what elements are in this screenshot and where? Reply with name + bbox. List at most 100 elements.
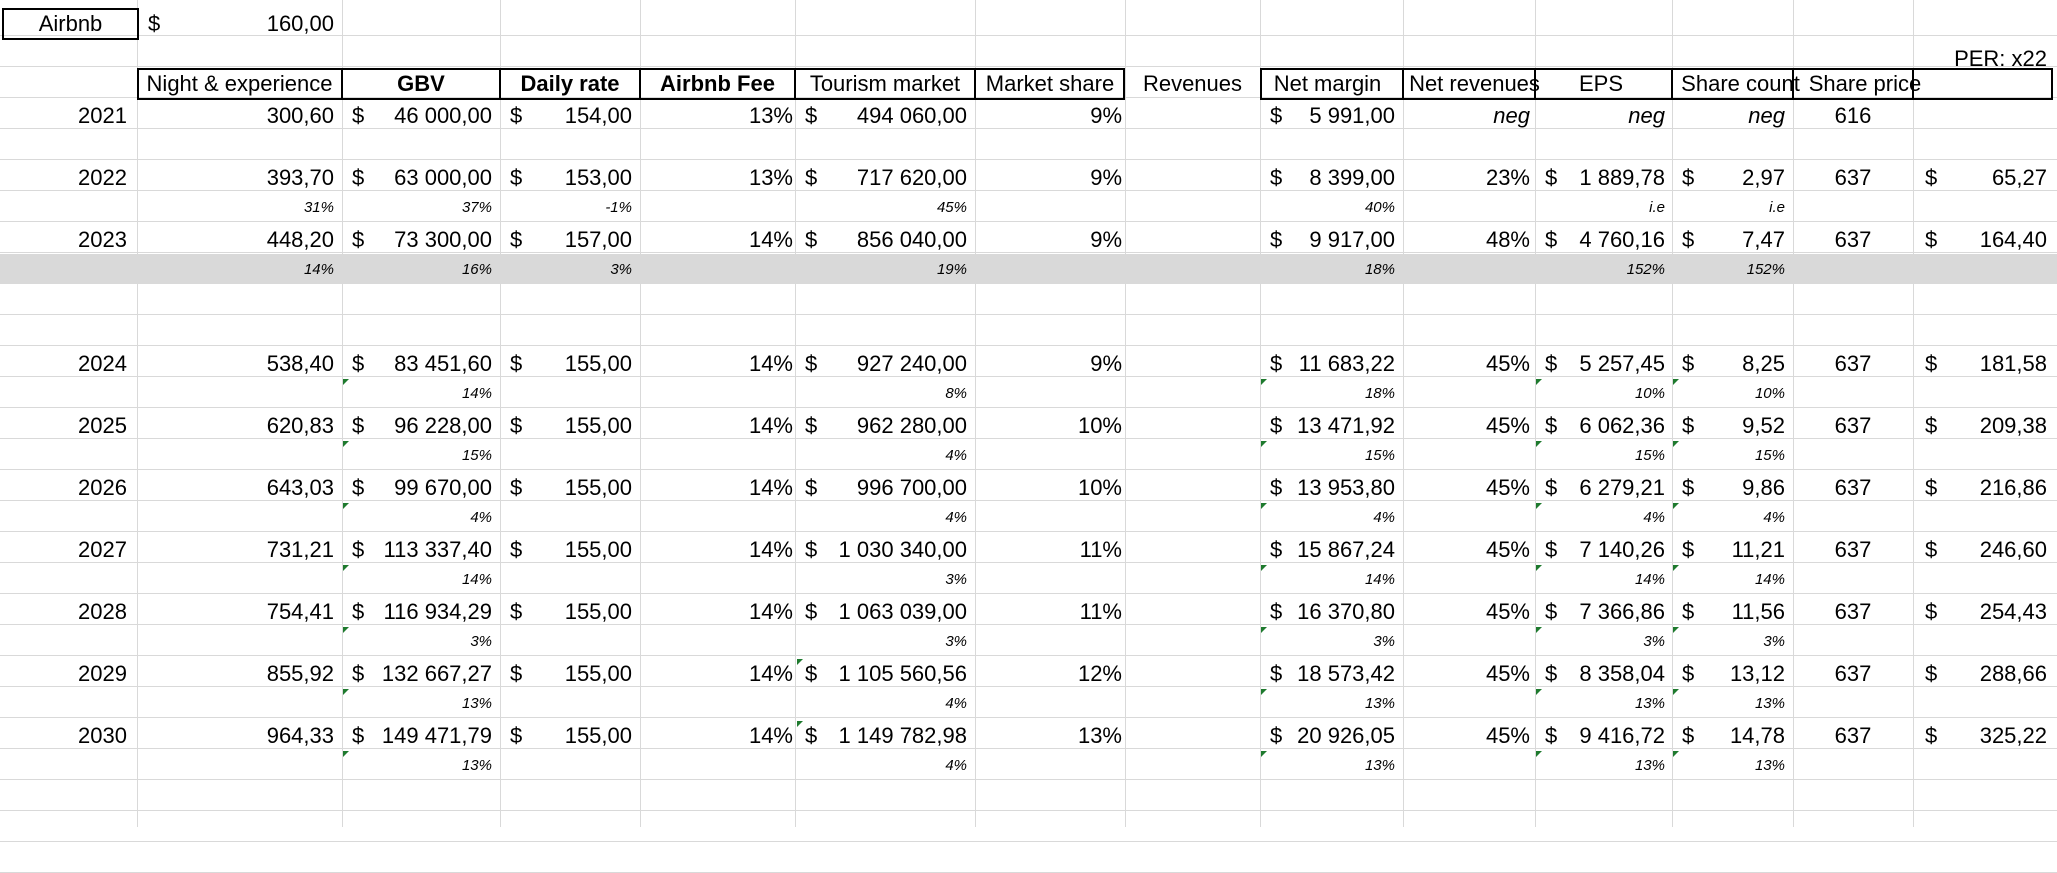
growth-tourism[interactable]: 45% bbox=[936, 199, 967, 216]
currency-symbol[interactable]: $ bbox=[510, 227, 523, 252]
currency-symbol[interactable]: $ bbox=[352, 227, 365, 252]
year-cell[interactable]: 2023 bbox=[78, 227, 127, 252]
share-count-cell[interactable]: 637 bbox=[1834, 475, 1872, 500]
growth-net-revenues[interactable]: 152% bbox=[1626, 261, 1665, 278]
growth-night[interactable]: 31% bbox=[303, 199, 334, 216]
header-share-count[interactable]: Share count bbox=[1681, 71, 1800, 96]
revenues-cell[interactable]: 8 399,00 bbox=[1309, 165, 1395, 190]
currency-symbol[interactable]: $ bbox=[510, 413, 523, 438]
currency-symbol[interactable]: $ bbox=[1925, 227, 1938, 252]
airbnb-fee-cell[interactable]: 13% bbox=[748, 103, 793, 128]
growth-daily-rate[interactable]: -1% bbox=[605, 199, 632, 216]
currency-symbol[interactable]: $ bbox=[805, 103, 818, 128]
currency-symbol[interactable]: $ bbox=[1545, 537, 1558, 562]
currency-symbol[interactable]: $ bbox=[805, 351, 818, 376]
share-count-cell[interactable]: 637 bbox=[1834, 537, 1872, 562]
share-count-cell[interactable]: 637 bbox=[1834, 165, 1872, 190]
net-revenues-cell[interactable]: 4 760,16 bbox=[1579, 227, 1665, 252]
gbv-cell[interactable]: 73 300,00 bbox=[394, 227, 492, 252]
growth-gbv[interactable]: 13% bbox=[461, 757, 492, 774]
growth-eps[interactable]: 13% bbox=[1754, 757, 1785, 774]
share-count-cell[interactable]: 637 bbox=[1834, 413, 1872, 438]
night-experience-cell[interactable]: 620,83 bbox=[266, 413, 334, 438]
gbv-cell[interactable]: 83 451,60 bbox=[394, 351, 492, 376]
night-experience-cell[interactable]: 855,92 bbox=[266, 661, 334, 686]
growth-eps[interactable]: 14% bbox=[1754, 571, 1785, 588]
growth-gbv[interactable]: 4% bbox=[470, 509, 492, 526]
currency-symbol[interactable]: $ bbox=[352, 475, 365, 500]
airbnb-fee-cell[interactable]: 14% bbox=[748, 227, 793, 252]
currency-symbol[interactable]: $ bbox=[805, 599, 818, 624]
gbv-cell[interactable]: 99 670,00 bbox=[394, 475, 492, 500]
night-experience-cell[interactable]: 538,40 bbox=[266, 351, 334, 376]
currency-symbol[interactable]: $ bbox=[1682, 475, 1695, 500]
tourism-market-cell[interactable]: 1 030 340,00 bbox=[838, 537, 967, 562]
currency-symbol[interactable]: $ bbox=[1925, 475, 1938, 500]
currency-symbol[interactable]: $ bbox=[1270, 475, 1283, 500]
growth-gbv[interactable]: 14% bbox=[461, 385, 492, 402]
currency-symbol[interactable]: $ bbox=[510, 103, 523, 128]
tourism-market-cell[interactable]: 1 063 039,00 bbox=[838, 599, 967, 624]
year-cell[interactable]: 2024 bbox=[78, 351, 127, 376]
currency-symbol[interactable]: $ bbox=[805, 723, 818, 748]
growth-tourism[interactable]: 8% bbox=[945, 385, 967, 402]
currency-symbol[interactable]: $ bbox=[1682, 351, 1695, 376]
net-revenues-cell[interactable]: 7 140,26 bbox=[1579, 537, 1665, 562]
growth-revenues[interactable]: 3% bbox=[1373, 633, 1395, 650]
share-count-cell[interactable]: 616 bbox=[1834, 103, 1872, 128]
share-price-cell[interactable]: 65,27 bbox=[1991, 165, 2047, 190]
currency-symbol[interactable]: $ bbox=[1545, 227, 1558, 252]
per-multiple[interactable]: PER: x22 bbox=[1954, 46, 2047, 71]
company-name[interactable]: Airbnb bbox=[38, 11, 103, 36]
price-currency[interactable]: $ bbox=[148, 11, 161, 36]
night-experience-cell[interactable]: 754,41 bbox=[266, 599, 334, 624]
company-name-box[interactable] bbox=[2, 8, 139, 40]
share-price-cell[interactable]: 164,40 bbox=[1979, 227, 2047, 252]
currency-symbol[interactable]: $ bbox=[1682, 537, 1695, 562]
currency-symbol[interactable]: $ bbox=[352, 723, 365, 748]
night-experience-cell[interactable]: 393,70 bbox=[266, 165, 334, 190]
eps-cell[interactable]: 9,52 bbox=[1742, 413, 1785, 438]
growth-tourism[interactable]: 4% bbox=[945, 695, 967, 712]
header-net-margin[interactable]: Net margin bbox=[1273, 71, 1382, 96]
growth-gbv[interactable]: 37% bbox=[461, 199, 492, 216]
tourism-market-cell[interactable]: 717 620,00 bbox=[856, 165, 967, 190]
growth-revenues[interactable]: 4% bbox=[1373, 509, 1395, 526]
share-count-cell[interactable]: 637 bbox=[1834, 351, 1872, 376]
currency-symbol[interactable]: $ bbox=[1682, 661, 1695, 686]
growth-gbv[interactable]: 3% bbox=[470, 633, 492, 650]
currency-symbol[interactable]: $ bbox=[1270, 537, 1283, 562]
revenues-cell[interactable]: 20 926,05 bbox=[1297, 723, 1395, 748]
currency-symbol[interactable]: $ bbox=[805, 537, 818, 562]
growth-eps[interactable]: 152% bbox=[1746, 261, 1785, 278]
airbnb-fee-cell[interactable]: 14% bbox=[748, 537, 793, 562]
currency-symbol[interactable]: $ bbox=[1545, 413, 1558, 438]
net-margin-cell[interactable]: neg bbox=[1493, 103, 1530, 128]
share-price-cell[interactable]: 216,86 bbox=[1979, 475, 2047, 500]
market-share-cell[interactable]: 9% bbox=[1090, 227, 1122, 252]
currency-symbol[interactable]: $ bbox=[1270, 103, 1283, 128]
header-tourism-market[interactable]: Tourism market bbox=[809, 71, 961, 96]
night-experience-cell[interactable]: 643,03 bbox=[266, 475, 334, 500]
airbnb-fee-cell[interactable]: 14% bbox=[748, 723, 793, 748]
year-cell[interactable]: 2025 bbox=[78, 413, 127, 438]
market-share-cell[interactable]: 11% bbox=[1079, 537, 1122, 562]
growth-net-revenues[interactable]: 15% bbox=[1634, 447, 1665, 464]
currency-symbol[interactable]: $ bbox=[1545, 723, 1558, 748]
header-share-price[interactable]: Share price bbox=[1808, 71, 1922, 96]
revenues-cell[interactable]: 13 953,80 bbox=[1297, 475, 1395, 500]
currency-symbol[interactable]: $ bbox=[1545, 661, 1558, 686]
eps-cell[interactable]: 11,56 bbox=[1731, 599, 1785, 624]
daily-rate-cell[interactable]: 153,00 bbox=[564, 165, 632, 190]
header-night-experience[interactable]: Night & experience bbox=[146, 71, 333, 96]
currency-symbol[interactable]: $ bbox=[1925, 599, 1938, 624]
growth-tourism[interactable]: 3% bbox=[945, 571, 967, 588]
current-share-price[interactable]: 160,00 bbox=[266, 11, 334, 36]
revenues-cell[interactable]: 18 573,42 bbox=[1297, 661, 1395, 686]
eps-cell[interactable]: 8,25 bbox=[1742, 351, 1785, 376]
currency-symbol[interactable]: $ bbox=[1270, 351, 1283, 376]
net-margin-cell[interactable]: 45% bbox=[1485, 599, 1530, 624]
header-airbnb-fee[interactable]: Airbnb Fee bbox=[660, 71, 775, 96]
currency-symbol[interactable]: $ bbox=[352, 351, 365, 376]
